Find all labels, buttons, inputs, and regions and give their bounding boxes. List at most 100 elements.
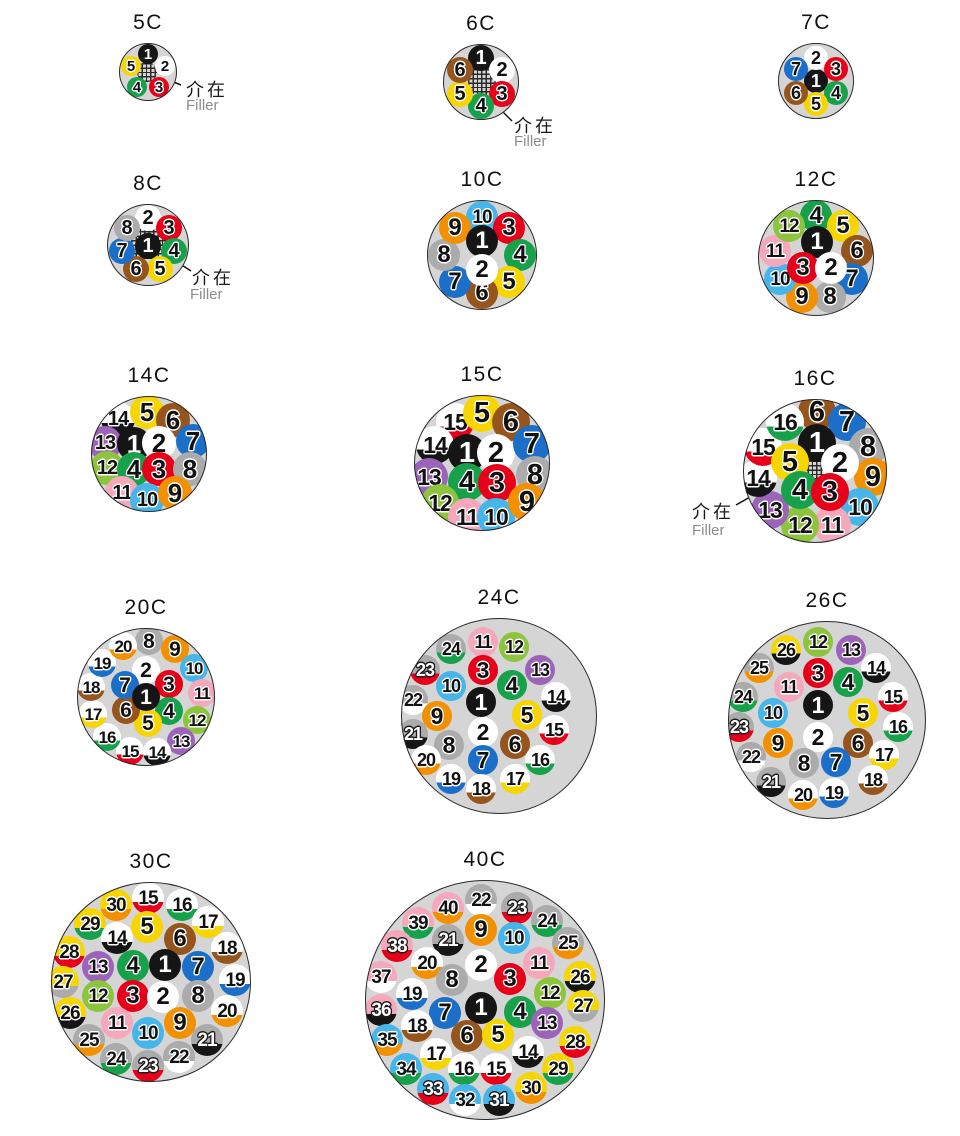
wire-number: 8	[437, 241, 451, 268]
wire-11: 11	[813, 506, 851, 543]
wire-number: 15	[121, 741, 140, 761]
wire-number: 30	[106, 894, 126, 916]
wire-22: 22	[465, 884, 497, 916]
cable-title-14c: 14C	[127, 364, 171, 387]
wire-number: 5	[454, 83, 466, 105]
wire-34: 34	[390, 1053, 422, 1085]
cable-jacket-12c: 4 5 6 7 8 9 10 11 12 1 3 2	[758, 200, 874, 316]
cable-title-6c: 6C	[466, 12, 496, 35]
wire-number: 8	[191, 982, 205, 1009]
wire-number: 8	[182, 454, 198, 484]
wire-number: 1	[458, 436, 476, 469]
wire-number: 8	[442, 731, 456, 758]
wire-5: 5	[804, 92, 828, 116]
wire-number: 4	[126, 952, 140, 979]
wire-number: 2	[824, 254, 838, 281]
wire-22: 22	[736, 742, 766, 772]
wire-number: 26	[60, 1002, 80, 1024]
wire-number: 3	[821, 475, 839, 508]
wire-9: 9	[465, 914, 497, 946]
wire-number: 6	[130, 258, 142, 280]
wire-number: 2	[156, 983, 170, 1010]
filler-label-jp: 介在	[186, 80, 228, 100]
wire-number: 5	[491, 1021, 505, 1048]
wire-number: 21	[438, 929, 458, 951]
wire-4: 4	[504, 996, 536, 1028]
wire-number: 12	[504, 637, 524, 657]
cable-title-10c: 10C	[460, 168, 504, 191]
wire-number: 30	[521, 1077, 541, 1099]
wire-number: 4	[513, 998, 527, 1025]
wire-number: 25	[749, 658, 769, 678]
wire-number: 1	[808, 426, 826, 459]
cable-title-20c: 20C	[124, 596, 168, 619]
wire-number: 25	[558, 932, 578, 954]
wire-29: 29	[74, 908, 106, 940]
wire-number: 4	[132, 78, 142, 96]
wire-number: 21	[197, 1029, 217, 1051]
wire-number: 3	[488, 466, 506, 499]
wire-number: 1	[475, 47, 487, 69]
wire-17: 17	[192, 906, 224, 938]
wire-1: 1	[138, 44, 158, 64]
wire-18: 18	[466, 774, 496, 804]
wire-7: 7	[821, 747, 851, 777]
wire-3: 3	[824, 57, 848, 81]
cable-title-15c: 15C	[460, 363, 504, 386]
wire-number: 11	[474, 632, 492, 652]
wire-number: 15	[883, 687, 903, 707]
wire-number: 5	[781, 445, 799, 478]
wire-number: 6	[850, 237, 864, 264]
wire-number: 9	[771, 729, 785, 756]
wire-26: 26	[54, 997, 86, 1029]
wire-7: 7	[468, 745, 498, 775]
wire-23: 23	[410, 655, 440, 685]
wire-26: 26	[771, 635, 801, 665]
wire-number: 17	[198, 911, 218, 933]
filler-label-en: Filler	[514, 133, 547, 150]
wire-number: 39	[408, 912, 428, 934]
wire-number: 2	[474, 951, 488, 978]
wire-19: 19	[819, 778, 849, 808]
wire-number: 13	[172, 731, 191, 751]
wire-28: 28	[559, 1026, 591, 1058]
wire-12: 12	[91, 451, 124, 485]
wire-14: 14	[143, 738, 171, 766]
wire-18: 18	[858, 765, 888, 795]
wire-number: 7	[185, 426, 201, 456]
wire-number: 13	[758, 496, 783, 523]
wire-number: 8	[823, 283, 837, 310]
wire-8: 8	[814, 281, 846, 313]
wire-number: 6	[173, 925, 187, 952]
wire-22: 22	[163, 1041, 195, 1073]
wire-number: 1	[143, 45, 153, 63]
wire-17: 17	[79, 700, 107, 728]
wire-number: 14	[866, 658, 886, 678]
wire-number: 17	[84, 704, 103, 724]
wire-23: 23	[132, 1050, 164, 1082]
wire-5: 5	[493, 266, 525, 298]
wire-8: 8	[789, 748, 819, 778]
wire-number: 27	[573, 995, 593, 1017]
wire-number: 2	[151, 428, 167, 458]
wire-number: 17	[874, 745, 894, 765]
wire-number: 29	[548, 1058, 568, 1080]
wire-number: 3	[496, 83, 508, 105]
wire-number: 4	[830, 83, 841, 103]
wire-number: 7	[191, 953, 205, 980]
wire-number: 16	[172, 894, 192, 916]
wire-number: 1	[810, 228, 824, 255]
wire-8: 8	[135, 628, 163, 655]
wire-3: 3	[493, 212, 525, 244]
wire-number: 27	[53, 971, 73, 993]
wire-16: 16	[525, 745, 555, 775]
wire-number: 18	[217, 937, 237, 959]
wire-number: 3	[154, 78, 164, 96]
wire-18: 18	[211, 932, 243, 964]
wire-number: 40	[438, 897, 458, 919]
wire-number: 9	[864, 460, 882, 493]
wire-29: 29	[542, 1053, 574, 1085]
wire-number: 13	[94, 432, 116, 454]
wire-9: 9	[508, 483, 546, 521]
